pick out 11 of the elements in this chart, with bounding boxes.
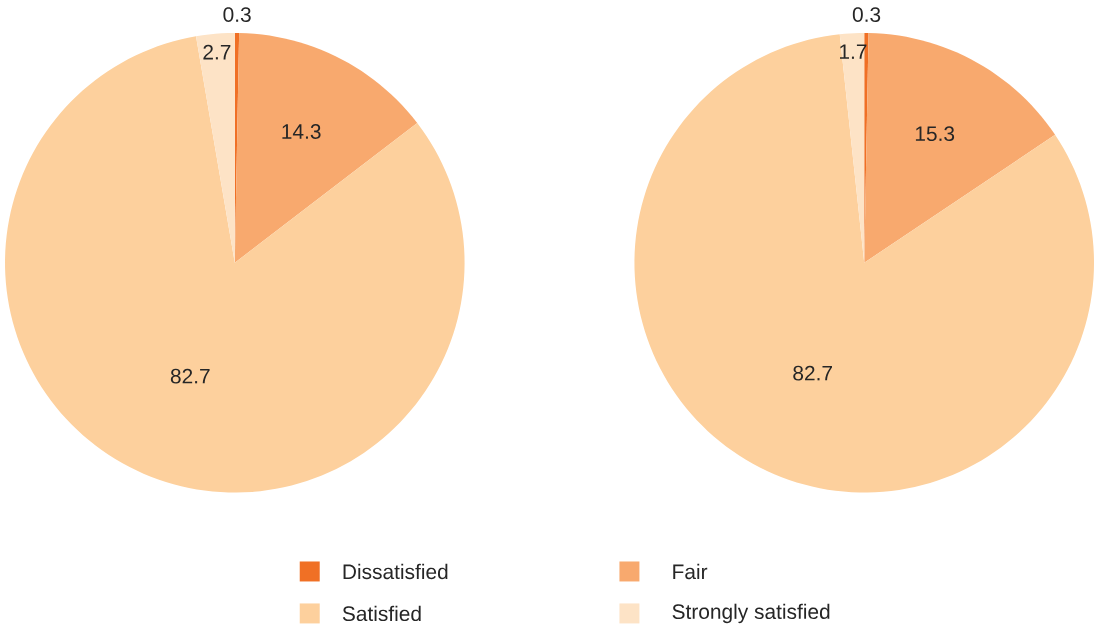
legend-label: Dissatisfied bbox=[343, 563, 448, 579]
legend-label: Satisfied bbox=[342, 605, 421, 621]
data-label: 2.7 bbox=[203, 44, 231, 60]
legend-label: Fair bbox=[673, 563, 708, 579]
data-label: 82.7 bbox=[793, 365, 832, 381]
data-label: 0.3 bbox=[223, 6, 251, 22]
data-label: 14.3 bbox=[282, 123, 321, 139]
data-label: 82.7 bbox=[170, 368, 210, 384]
data-label: 0.3 bbox=[852, 6, 881, 22]
data-label: 15.3 bbox=[915, 126, 955, 141]
legend-label: Strongly satisfied bbox=[672, 603, 830, 623]
